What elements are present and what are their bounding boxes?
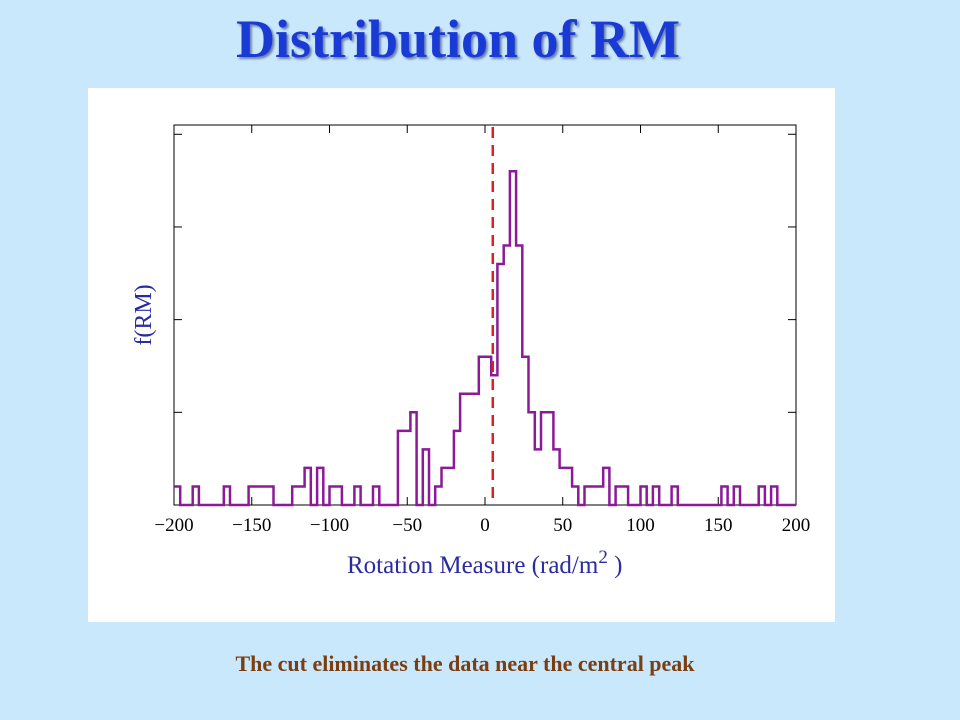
rm-histogram-chart: −200 −150 −100 −50 0 50 100 150 200 Rotation Mea… [131, 124, 810, 579]
x-axis-label-superscript: 2 [598, 547, 608, 568]
x-tick-label: −100 [310, 515, 349, 536]
x-tick-label: −50 [392, 515, 422, 536]
slide-title: Distribution of RM [236, 9, 680, 69]
x-axis-label-suffix: ) [608, 552, 623, 579]
plot-panel: −200 −150 −100 −50 0 50 100 150 200 Rotation Mea… [88, 88, 835, 622]
plot-frame [173, 124, 797, 506]
x-axis-label: Rotation Measure (rad/m2 ) [347, 547, 622, 579]
x-tick-label: −150 [232, 515, 271, 536]
x-axis-ticks [173, 125, 797, 505]
x-tick-label: 100 [626, 515, 655, 536]
x-axis-label-main: Rotation Measure (rad/m [347, 552, 599, 579]
x-tick-label: −200 [154, 515, 193, 536]
x-axis-tick-labels: −200 −150 −100 −50 0 50 100 150 200 [154, 515, 810, 536]
slide-caption: The cut eliminates the data near the cen… [235, 651, 695, 676]
x-tick-label: 150 [704, 515, 733, 536]
x-tick-label: 50 [553, 515, 572, 536]
x-tick-label: 0 [480, 515, 490, 536]
y-axis-label: f(RM) [131, 284, 157, 345]
histogram-series [174, 170, 796, 507]
x-tick-label: 200 [782, 515, 811, 536]
y-axis-ticks [174, 133, 796, 506]
